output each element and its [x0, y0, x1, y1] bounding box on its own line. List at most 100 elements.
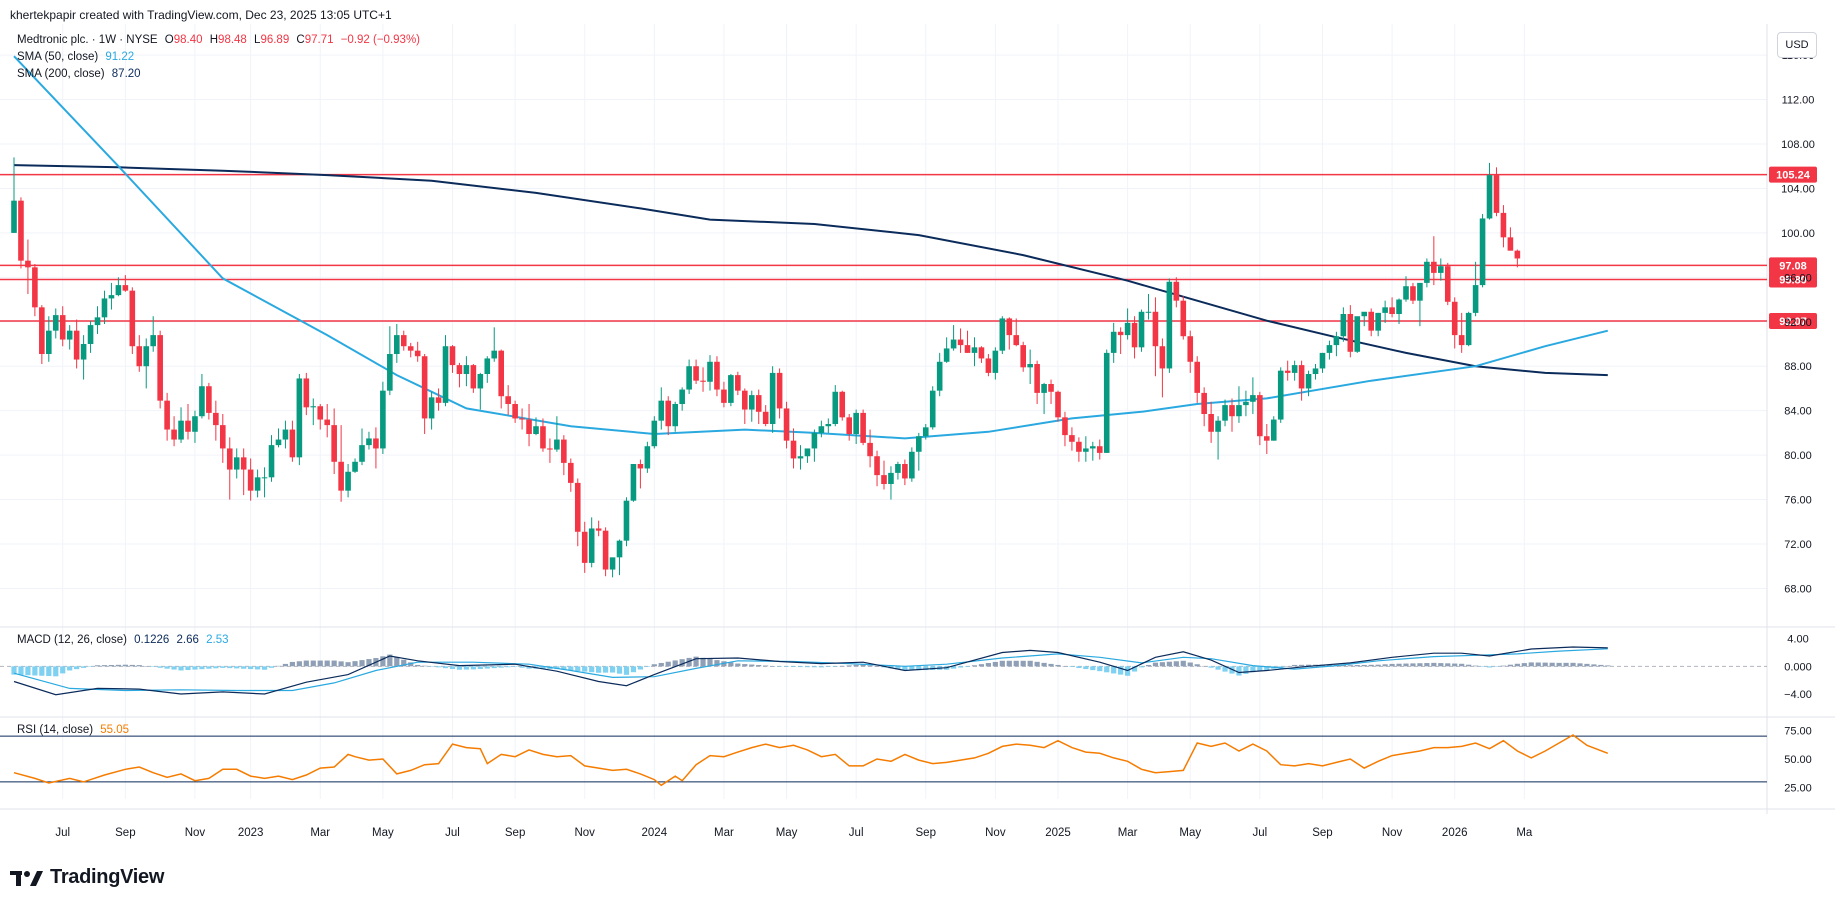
rsi-legend[interactable]: RSI (14, close) 55.05	[17, 724, 133, 736]
macd-histogram-bar	[1535, 662, 1541, 667]
candle	[1417, 282, 1423, 327]
candle-body	[929, 390, 936, 428]
candle	[609, 557, 616, 578]
macd-histogram-bar	[749, 664, 755, 667]
candle	[776, 368, 783, 419]
candle	[136, 335, 143, 372]
macd-histogram-bar	[575, 666, 581, 672]
candle	[1090, 441, 1096, 461]
candle-body	[547, 448, 553, 450]
candle-body	[1514, 250, 1521, 259]
macd-histogram-bar	[1486, 666, 1493, 668]
candle	[185, 404, 191, 440]
sma200-value: 87.20	[111, 68, 141, 80]
candle	[797, 445, 804, 470]
candle	[512, 400, 518, 423]
candle-body	[804, 448, 811, 457]
candle-body	[1194, 361, 1200, 393]
candle-body	[533, 426, 539, 434]
candle-body	[380, 390, 386, 449]
macd-histogram-bar	[1166, 661, 1172, 667]
sma50-legend[interactable]: SMA (50, close) 91.22	[17, 51, 138, 63]
candle	[818, 420, 825, 438]
open-value: 98.40	[173, 34, 203, 46]
macd-histogram-bar	[81, 666, 87, 668]
candle-body	[881, 475, 887, 484]
time-tick-label: Sep	[505, 827, 525, 839]
candle-body	[324, 419, 330, 426]
macd-histogram-bar	[1528, 662, 1534, 667]
candle-body	[1270, 419, 1277, 441]
candle	[73, 319, 80, 369]
candle	[240, 448, 247, 496]
candle	[700, 367, 706, 392]
candle	[414, 341, 421, 362]
candle	[498, 349, 504, 409]
macd-histogram-bar	[282, 663, 289, 667]
candle-body	[435, 397, 442, 403]
macd-histogram-bar	[39, 666, 45, 676]
candle	[1444, 262, 1451, 306]
candle-body	[164, 400, 170, 430]
macd-histogram-bar	[380, 656, 386, 667]
currency-button[interactable]: USD	[1777, 32, 1817, 58]
candle	[693, 359, 699, 384]
macd-histogram-bar	[672, 660, 678, 667]
candle	[957, 328, 964, 353]
macd-histogram-bar	[1062, 665, 1068, 667]
macd-histogram-bar	[484, 666, 490, 669]
macd-legend[interactable]: MACD (12, 26, close) 0.1226 2.66 2.53	[17, 634, 233, 646]
macd-histogram-bar	[1521, 663, 1527, 667]
candle-body	[1340, 314, 1347, 337]
macd-histogram-bar	[60, 666, 66, 674]
candle	[672, 401, 678, 432]
candle	[331, 408, 337, 474]
candle	[1117, 327, 1124, 354]
candle	[1243, 390, 1249, 417]
candle-body	[226, 448, 233, 470]
candle-body	[1368, 311, 1374, 331]
tradingview-logo[interactable]: TradingView	[10, 866, 164, 889]
macd-histogram-bar	[832, 666, 838, 667]
macd-signal-path	[13, 648, 1608, 692]
macd-histogram-bar	[735, 663, 741, 667]
candle	[1403, 276, 1409, 302]
macd-histogram-bar	[1584, 663, 1590, 667]
candle-body	[1055, 391, 1061, 418]
candle	[282, 420, 289, 449]
candle	[804, 448, 811, 463]
candle	[1208, 401, 1214, 443]
macd-histogram-bar	[227, 666, 233, 669]
macd-histogram-bar	[1598, 664, 1604, 667]
macd-histogram-bar	[1577, 663, 1583, 667]
candle	[268, 435, 275, 482]
macd-histogram-bar	[1041, 662, 1047, 667]
candle-body	[1180, 300, 1187, 337]
candle-body	[1013, 335, 1020, 346]
macd-histogram-bar	[1069, 666, 1075, 668]
candle-body	[922, 427, 929, 437]
macd-histogram-bar	[651, 664, 657, 667]
candle-body	[1124, 322, 1131, 336]
candle-body	[665, 400, 672, 427]
candle-body	[240, 457, 247, 470]
macd-histogram-bar	[603, 666, 609, 673]
macd-histogram-bar	[498, 666, 504, 668]
macd-histogram-bar	[491, 666, 497, 669]
macd-histogram-bar	[561, 666, 567, 670]
candle	[449, 345, 456, 373]
sma200-legend[interactable]: SMA (200, close) 87.20	[17, 68, 145, 80]
candle-body	[540, 426, 546, 449]
candle	[916, 432, 922, 471]
candle-body	[735, 375, 741, 391]
macd-histogram-bar	[53, 666, 59, 677]
macd-histogram-bar	[992, 661, 998, 667]
candle-body	[742, 390, 748, 410]
candle-body	[721, 389, 727, 403]
candle	[1201, 387, 1207, 427]
candle-body	[32, 267, 38, 308]
candle	[1382, 300, 1388, 323]
candle-body	[1493, 175, 1500, 213]
candle	[470, 364, 477, 393]
